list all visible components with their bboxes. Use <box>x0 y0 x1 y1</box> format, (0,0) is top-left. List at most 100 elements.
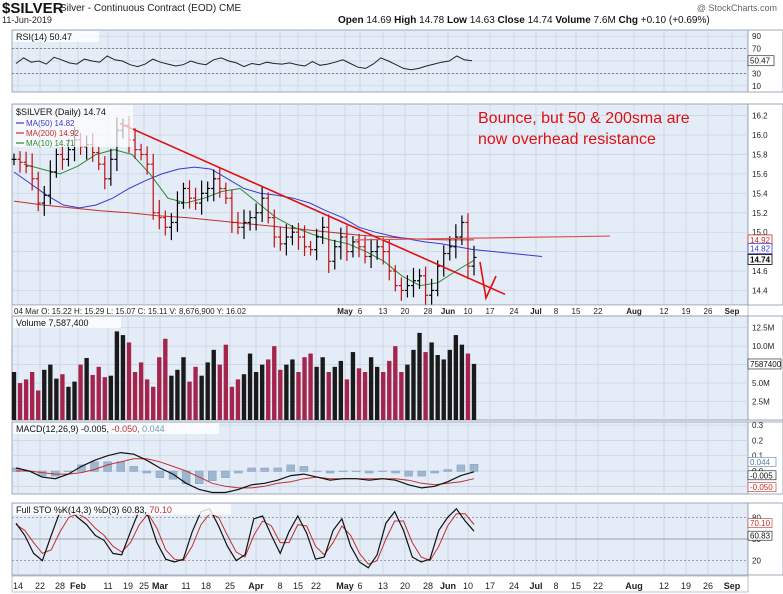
sto-title-part: Full STO %K(14,3) %D(3) <box>16 505 119 515</box>
price-tick: 15.6 <box>752 170 768 179</box>
macd-title-part: MACD(12,26,9) <box>16 424 79 434</box>
price-bar <box>241 209 247 239</box>
info-row-date: 22 <box>594 307 603 316</box>
volume-bar <box>247 353 253 420</box>
price-bar <box>295 222 301 250</box>
ohlc-value-open: 14.69 <box>366 15 392 26</box>
macd-right-label: -0.050 <box>750 483 773 492</box>
price-bar <box>332 239 338 270</box>
volume-bar <box>447 349 452 420</box>
volume-bar <box>144 379 150 420</box>
volume-bar <box>199 375 204 420</box>
ohlc-key-open: Open <box>338 15 367 26</box>
macd-histogram-bar <box>286 464 295 472</box>
price-bar <box>429 278 435 305</box>
price-tick: 15.0 <box>752 228 768 237</box>
x-axis-label: 19 <box>123 581 133 591</box>
info-row-date: 20 <box>401 307 410 316</box>
price-bar <box>217 167 223 198</box>
volume-tick: 12.5M <box>752 324 775 333</box>
price-bar <box>235 211 241 235</box>
info-row-item: 04 Mar O: 15.22 <box>14 307 72 316</box>
info-row-date: 26 <box>704 307 713 316</box>
volume-bar <box>332 366 337 420</box>
volume-bar <box>465 353 471 420</box>
macd-histogram-bar <box>103 461 112 472</box>
volume-bar <box>241 374 247 420</box>
volume-bar <box>48 364 53 420</box>
macd-histogram-bar <box>273 467 282 472</box>
price-bar <box>41 185 47 216</box>
price-bar <box>53 148 59 178</box>
volume-bar <box>308 353 313 420</box>
price-bar <box>447 236 453 261</box>
x-axis-label: Apr <box>248 581 264 591</box>
price-bar <box>283 224 289 256</box>
volume-bar <box>417 332 422 420</box>
price-tick: 16.2 <box>752 112 768 121</box>
price-bar <box>320 216 326 245</box>
macd-histogram-bar <box>338 470 348 472</box>
ohlc-readout: Open 14.69 High 14.78 Low 14.63 Close 14… <box>338 15 710 26</box>
contract-name: Silver - Continuous Contract (EOD) CME <box>60 3 242 14</box>
legend-entry: MA(50) 14.82 <box>26 119 75 128</box>
price-bar <box>199 180 205 215</box>
macd-histogram-bar <box>312 470 322 472</box>
ohlc-value-volume: 7.6M <box>593 15 616 26</box>
volume-bar <box>453 335 459 420</box>
x-axis-label: Jun <box>440 581 456 591</box>
volume-tick: 5.0M <box>752 379 770 388</box>
volume-bar <box>356 368 362 420</box>
volume-bar <box>326 372 331 420</box>
x-axis-label: 8 <box>553 581 558 591</box>
volume-bar <box>108 375 114 420</box>
macd-histogram-bar <box>234 470 243 474</box>
volume-bar <box>362 372 368 420</box>
volume-title-bg <box>13 317 121 328</box>
macd-histogram-bar <box>11 467 21 472</box>
info-row-date: 17 <box>486 307 495 316</box>
downtrend-line <box>119 122 506 296</box>
sto-tick: 20 <box>752 557 761 566</box>
macd-histogram-bar <box>208 470 217 481</box>
macd-histogram-bar <box>260 467 269 472</box>
price-bar <box>404 275 410 298</box>
price-bar <box>59 146 65 170</box>
macd-histogram-bar <box>116 461 125 472</box>
info-row-item: V: 8,676,900 <box>167 307 215 316</box>
x-axis-label: 10 <box>463 581 473 591</box>
volume-bar <box>114 331 120 420</box>
price-bar <box>277 226 283 251</box>
x-axis-label: 22 <box>593 581 603 591</box>
macd-histogram-bar <box>430 470 439 474</box>
volume-bar <box>253 372 259 420</box>
volume-bar <box>78 364 83 420</box>
x-axis-label: 11 <box>103 581 112 591</box>
x-axis-label: 8 <box>277 581 282 591</box>
chart-date: 11-Jun-2019 <box>2 15 52 25</box>
price-bar <box>314 228 320 261</box>
macd-histogram-bar <box>456 464 466 472</box>
x-axis-label: 20 <box>400 581 410 591</box>
info-row-date: Jul <box>530 307 542 316</box>
volume-tick: 2.5M <box>752 398 770 407</box>
volume-bar <box>120 335 126 420</box>
x-axis-label: 22 <box>311 581 321 591</box>
price-bar <box>471 245 477 276</box>
volume-bar <box>381 372 386 420</box>
price-tick: 15.8 <box>752 150 768 159</box>
price-label-box <box>747 243 773 255</box>
macd-histogram-bar <box>365 470 374 474</box>
price-bar <box>326 214 332 273</box>
macd-tick: 0.2 <box>752 436 764 445</box>
price-bar <box>362 236 368 264</box>
price-bar <box>380 237 386 265</box>
price-tick: 16.0 <box>752 131 768 140</box>
sto-right-label: 60.83 <box>750 532 771 541</box>
annotation-line2: now overhead resistance <box>478 131 656 148</box>
price-bar <box>374 239 380 260</box>
info-row-date: 12 <box>660 307 669 316</box>
price-bar <box>35 171 41 212</box>
sto-k-line <box>15 507 475 569</box>
x-axis-label: 6 <box>357 581 362 591</box>
